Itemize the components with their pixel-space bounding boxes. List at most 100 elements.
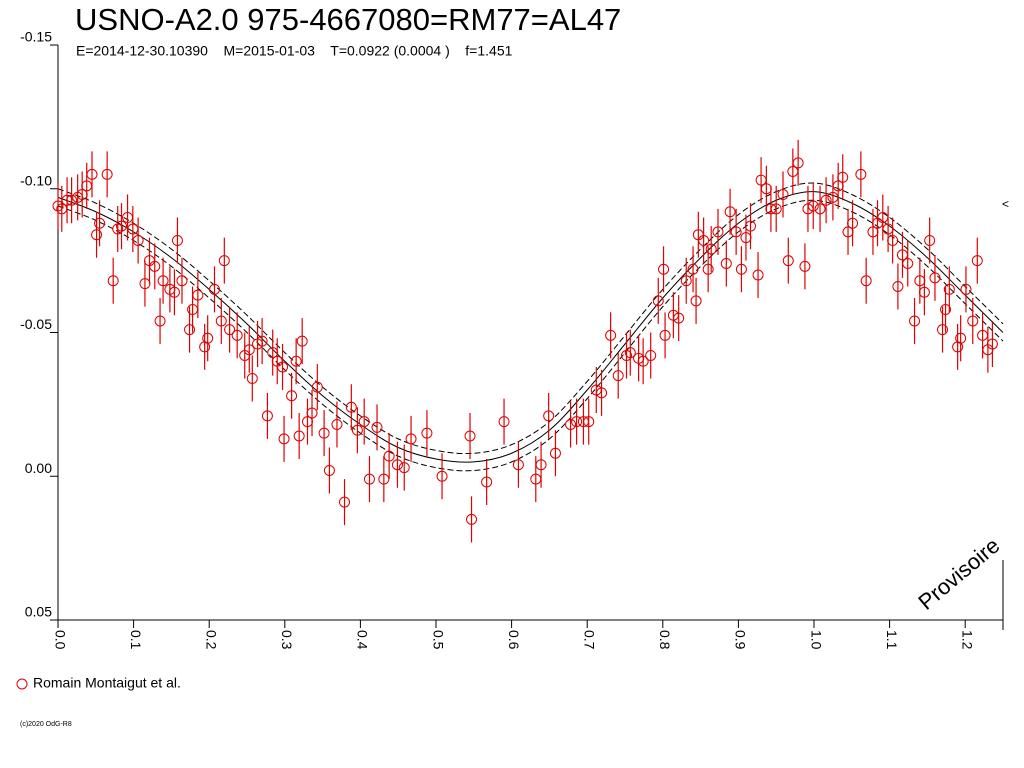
point	[924, 235, 936, 246]
point	[256, 335, 268, 347]
point	[391, 459, 403, 471]
point	[466, 513, 478, 525]
point	[659, 329, 671, 341]
point	[277, 361, 289, 373]
point	[535, 459, 547, 471]
point	[571, 416, 583, 428]
point	[543, 410, 555, 422]
point	[286, 390, 298, 402]
x-tick-label: 0.6	[506, 630, 522, 650]
x-tick-label: 1.2	[959, 630, 975, 650]
point	[371, 421, 383, 433]
y-tick-label: -0.15	[20, 29, 52, 45]
point	[383, 450, 395, 462]
point	[176, 275, 188, 287]
point	[331, 419, 343, 430]
point	[735, 263, 747, 275]
point	[421, 427, 433, 439]
point	[712, 226, 724, 238]
legend-marker	[16, 678, 28, 690]
point	[66, 194, 78, 206]
watermark: Provisoire	[913, 533, 1004, 615]
copyright: (c)2020 OdG-R8	[20, 721, 72, 728]
point	[323, 465, 335, 476]
point	[358, 416, 370, 428]
point	[52, 200, 64, 212]
point	[892, 281, 904, 292]
x-tick-label: 0.5	[430, 630, 446, 650]
point	[807, 200, 819, 212]
x-tick-label: 0.8	[657, 630, 673, 650]
point	[929, 272, 941, 284]
x-tick-label: 0.1	[128, 630, 144, 650]
point	[705, 243, 717, 255]
x-tick-label: 1.1	[884, 630, 900, 650]
y-tick-label: 0.05	[25, 604, 52, 620]
point	[311, 381, 323, 393]
x-tick-label: 0.3	[279, 630, 295, 650]
point	[498, 416, 510, 428]
point	[565, 419, 577, 430]
point	[436, 470, 448, 482]
point	[398, 462, 410, 474]
point	[583, 416, 595, 428]
x-tick-label: 0.2	[203, 630, 219, 650]
point	[278, 433, 290, 445]
point	[243, 344, 255, 356]
point	[960, 283, 972, 295]
point	[116, 220, 128, 232]
point	[184, 324, 196, 336]
point	[918, 286, 930, 298]
point	[782, 255, 794, 267]
y-tick-label: 0.00	[25, 460, 52, 476]
point	[405, 433, 417, 445]
point	[967, 315, 979, 327]
point	[637, 355, 649, 367]
point	[680, 275, 692, 287]
point	[690, 295, 702, 307]
point	[339, 496, 351, 508]
point	[837, 171, 849, 183]
point	[512, 459, 524, 471]
point	[860, 275, 872, 287]
point	[112, 223, 124, 235]
point	[621, 350, 633, 361]
point	[481, 476, 493, 488]
point	[464, 430, 476, 442]
point	[246, 373, 258, 384]
point	[168, 286, 180, 298]
point	[296, 335, 308, 347]
point	[86, 168, 98, 180]
point	[624, 347, 636, 359]
point	[290, 355, 302, 367]
x-tick-label: 0.0	[52, 630, 68, 650]
x-tick-label: 0.4	[355, 630, 371, 650]
point	[318, 427, 330, 439]
point	[171, 235, 183, 246]
point	[909, 315, 921, 327]
point	[94, 217, 106, 229]
point	[724, 206, 736, 218]
chart-subtitle: E=2014-12-30.10390 M=2015-01-03 T=0.0922…	[76, 43, 513, 59]
legend-label: Romain Montaigut et al.	[33, 675, 181, 691]
point	[351, 424, 363, 436]
point	[652, 295, 664, 307]
point	[986, 338, 998, 350]
point	[887, 235, 899, 246]
marker-note: <	[1002, 197, 1009, 211]
point	[744, 220, 756, 232]
fit-line	[57, 191, 1004, 463]
y-tick-label: -0.10	[20, 172, 52, 188]
point	[955, 332, 967, 344]
point	[673, 312, 685, 324]
point	[549, 447, 561, 459]
point	[971, 255, 983, 267]
point	[937, 324, 949, 336]
point	[293, 430, 305, 442]
fit-line	[57, 182, 1004, 455]
point	[645, 350, 657, 361]
point	[208, 283, 220, 295]
point	[792, 157, 804, 169]
point	[91, 229, 103, 241]
point	[902, 258, 914, 269]
